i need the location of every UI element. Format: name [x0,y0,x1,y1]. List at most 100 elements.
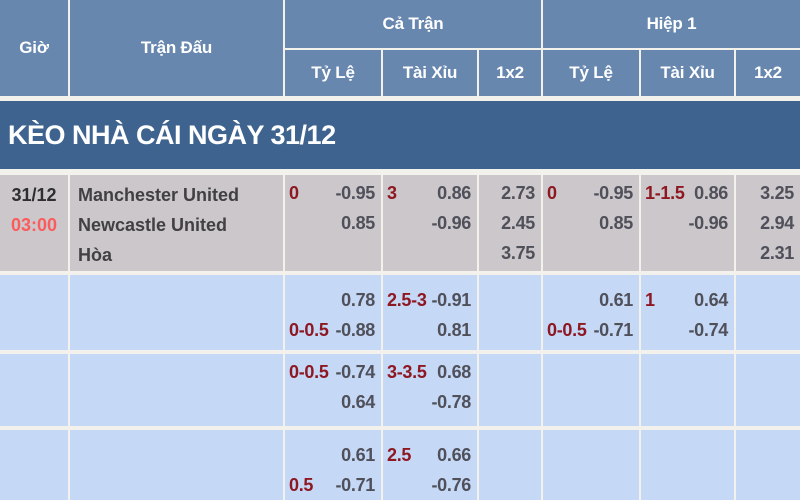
group-header-first-half-label: Hiệp 1 [646,14,697,33]
date-banner-title: KÈO NHÀ CÁI NGÀY 31/12 [8,119,336,150]
odds-value: 0.68 [437,362,471,382]
odds-value: -0.95 [335,183,375,203]
handicap-value: 0.5 [289,475,314,495]
odds-value [483,315,535,345]
odds-value: -0.95 [593,183,633,203]
sub-header-label: 1x2 [496,63,524,82]
odds-value: 2.31 [760,243,794,263]
col-header-match-label: Trận Đấu [140,38,213,57]
full-handicap-cell[interactable]: 0.61 0.5 -0.71 [285,430,381,500]
col-header-time: Giờ [0,0,68,96]
odds-value: 0.86 [694,183,728,203]
odds-value: -0.78 [431,392,471,412]
odds-value: -0.74 [688,320,728,340]
table-header: Giờ Trận Đấu Cả Trận Hiệp 1 Tỷ Lệ Tài Xỉ… [0,0,800,96]
half-1x2-cell[interactable]: 3.25 2.94 2.31 [736,175,800,271]
home-team: Manchester United [78,185,240,205]
away-team: Newcastle United [78,215,228,235]
group-header-full-match-label: Cả Trận [382,14,444,33]
match-cell [70,430,283,500]
odds-table-body: 31/12 03:00 Manchester United Newcastle … [0,175,800,500]
odds-value: -0.71 [593,320,633,340]
date-banner: KÈO NHÀ CÁI NGÀY 31/12 [0,101,800,169]
sub-header-half-handicap: Tỷ Lệ [543,50,639,96]
full-handicap-cell[interactable]: 0 -0.95 0.85 [285,175,381,271]
time-cell: 31/12 03:00 [0,175,68,271]
full-1x2-cell[interactable] [479,430,541,500]
odds-value [740,315,794,345]
half-1x2-cell[interactable] [736,430,800,500]
handicap-value: 1 [645,290,655,310]
sub-header-label: Tài Xỉu [402,63,458,82]
match-time: 03:00 [10,215,58,235]
odds-value: 2.94 [760,213,794,233]
half-handicap-cell[interactable]: 0.61 0-0.5 -0.71 [543,275,639,350]
odds-value: 0.78 [341,290,375,310]
group-header-first-half: Hiệp 1 [543,0,800,48]
full-1x2-cell[interactable]: 2.73 2.45 3.75 [479,175,541,271]
half-handicap-cell[interactable]: 0 -0.95 0.85 [543,175,639,271]
half-overunder-cell[interactable]: 1-1.5 0.86 -0.96 [641,175,734,271]
sub-header-half-1x2: 1x2 [736,50,800,96]
time-cell [0,275,68,350]
sub-header-full-overunder: Tài Xỉu [383,50,477,96]
full-1x2-cell[interactable] [479,354,541,426]
full-handicap-cell[interactable]: 0.78 0-0.5 -0.88 [285,275,381,350]
handicap-value: 0-0.5 [547,320,587,340]
handicap-value: 3-3.5 [387,362,427,382]
sub-header-label: Tỷ Lệ [569,63,613,82]
odds-value: 0.66 [437,445,471,465]
full-overunder-cell[interactable]: 2.5 0.66 -0.76 [383,430,477,500]
half-handicap-cell[interactable] [543,354,639,426]
odds-value: 0.85 [599,213,633,233]
odds-value: 2.73 [501,183,535,203]
handicap-value: 2.5 [387,445,412,465]
sub-header-half-overunder: Tài Xỉu [641,50,734,96]
half-overunder-cell[interactable] [641,430,734,500]
odds-value: -0.88 [335,320,375,340]
handicap-value: 1-1.5 [645,183,685,203]
odds-value: -0.74 [335,362,375,382]
full-overunder-cell[interactable]: 3-3.5 0.68 -0.78 [383,354,477,426]
half-1x2-cell[interactable] [736,354,800,426]
handicap-value: 0-0.5 [289,320,329,340]
odds-value: -0.76 [431,475,471,495]
odds-value: -0.96 [688,213,728,233]
full-overunder-cell[interactable]: 3 0.86 -0.96 [383,175,477,271]
half-1x2-cell[interactable] [736,275,800,350]
full-handicap-cell[interactable]: 0-0.5 -0.74 0.64 [285,354,381,426]
odds-value: 3.25 [760,183,794,203]
odds-value: -0.96 [431,213,471,233]
odds-value: 0.64 [341,392,375,412]
odds-value: 2.45 [501,213,535,233]
odds-value: 0.85 [341,213,375,233]
time-cell [0,430,68,500]
full-overunder-cell[interactable]: 2.5-3 -0.91 0.81 [383,275,477,350]
draw-label: Hòa [78,245,113,265]
sub-header-full-1x2: 1x2 [479,50,541,96]
odds-value: 3.75 [501,243,535,263]
sub-header-full-handicap: Tỷ Lệ [285,50,381,96]
handicap-value: 0-0.5 [289,362,329,382]
sub-header-label: Tài Xỉu [660,63,715,82]
col-header-match: Trận Đấu [70,0,283,96]
match-date: 31/12 [11,185,57,205]
odds-value: 0.64 [694,290,728,310]
odds-value: 0.61 [341,445,375,465]
group-header-full-match: Cả Trận [285,0,541,48]
half-handicap-cell[interactable] [543,430,639,500]
odds-value [483,285,535,315]
match-cell: Manchester United Newcastle United Hòa [70,175,283,271]
half-overunder-cell[interactable] [641,354,734,426]
sub-header-label: 1x2 [754,63,782,82]
sub-header-label: Tỷ Lệ [311,63,355,82]
odds-value: 0.81 [437,320,471,340]
odds-value: -0.91 [431,290,471,310]
handicap-value: 2.5-3 [387,290,427,310]
full-1x2-cell[interactable] [479,275,541,350]
odds-value: 0.61 [599,290,633,310]
time-cell [0,354,68,426]
half-overunder-cell[interactable]: 1 0.64 -0.74 [641,275,734,350]
handicap-value: 0 [289,183,299,203]
match-cell [70,354,283,426]
